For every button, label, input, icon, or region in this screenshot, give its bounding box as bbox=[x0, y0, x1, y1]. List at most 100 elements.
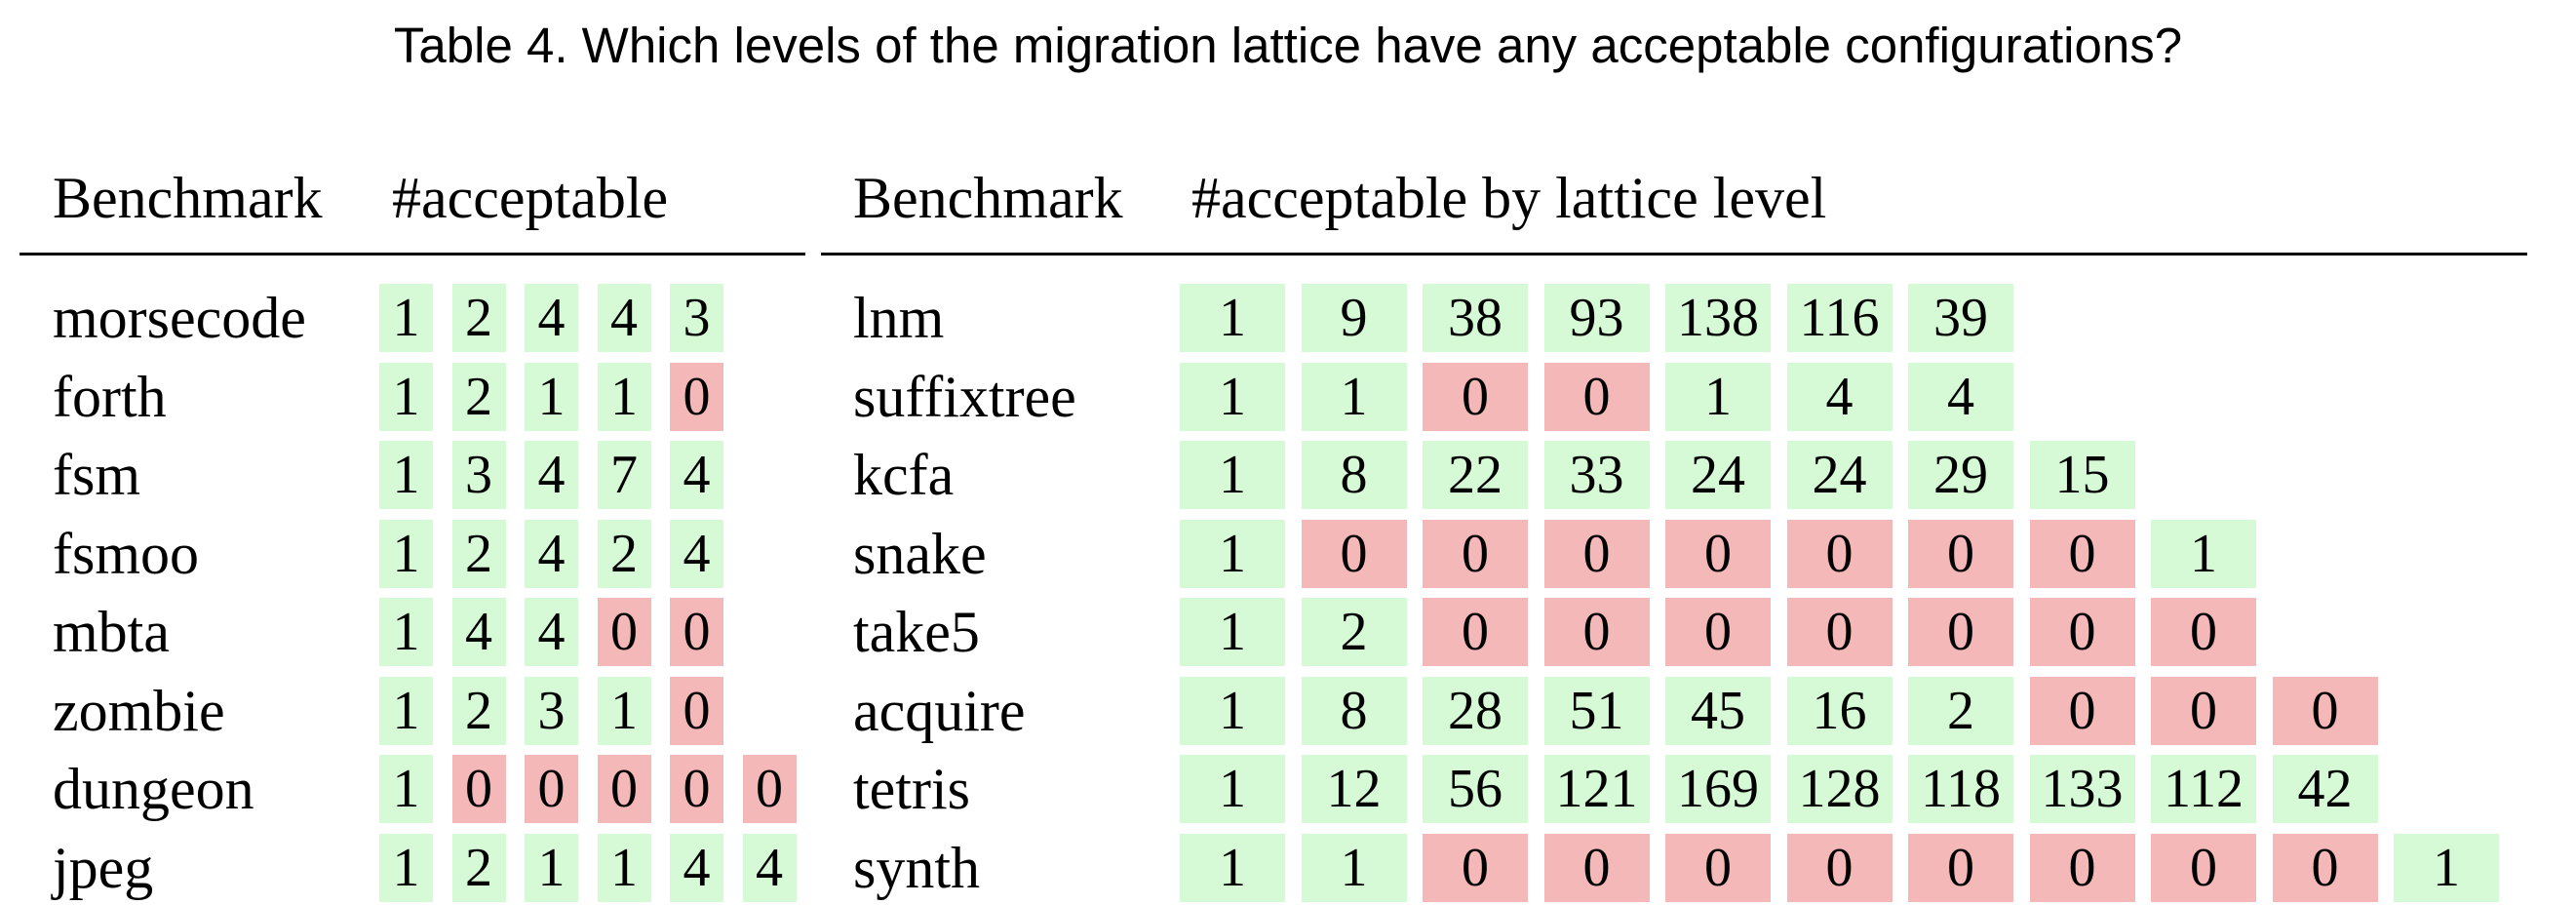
acceptable-count-cell: 16 bbox=[1786, 676, 1893, 745]
table-row: fsm 1 3 4 7 4 bbox=[0, 441, 2576, 509]
benchmark-name: acquire bbox=[853, 678, 1026, 743]
benchmark-name: synth bbox=[853, 835, 981, 900]
acceptable-count-cell: 4 bbox=[742, 833, 797, 902]
benchmark-name: forth bbox=[53, 364, 167, 429]
acceptable-count-cell: 4 bbox=[451, 598, 506, 666]
acceptable-count-cell: 1 bbox=[379, 676, 433, 745]
benchmark-name: tetris bbox=[853, 757, 970, 821]
acceptable-count-cell: 0 bbox=[2272, 833, 2378, 902]
table-row: kcfa 1 8 22 33 24 24 29 15 bbox=[0, 441, 2576, 509]
acceptable-count-cell: 0 bbox=[1423, 519, 1528, 588]
benchmark-name: snake bbox=[853, 521, 987, 586]
acceptable-count-cell: 0 bbox=[1423, 362, 1528, 431]
acceptable-count-cell: 8 bbox=[1301, 676, 1407, 745]
table-row: dungeon 1 0 0 0 0 0 bbox=[0, 755, 2576, 823]
acceptable-count-cell: 4 bbox=[525, 441, 578, 509]
table-row: zombie 1 2 3 1 0 bbox=[0, 676, 2576, 745]
acceptable-count-cell: 4 bbox=[597, 284, 651, 352]
acceptable-count-cell: 1 bbox=[379, 833, 433, 902]
table-row: mbta 1 4 4 0 0 bbox=[0, 598, 2576, 666]
acceptable-count-cell: 24 bbox=[1786, 441, 1893, 509]
acceptable-count-cell: 0 bbox=[1665, 833, 1771, 902]
acceptable-count-cell: 3 bbox=[525, 676, 578, 745]
acceptable-count-cell: 1 bbox=[1180, 833, 1285, 902]
acceptable-count-cell: 0 bbox=[1908, 519, 2013, 588]
acceptable-count-cell: 29 bbox=[1908, 441, 2013, 509]
acceptable-count-cell: 2 bbox=[1301, 598, 1407, 666]
acceptable-count-cell: 93 bbox=[1543, 284, 1650, 352]
acceptable-count-cell: 0 bbox=[2029, 833, 2135, 902]
right-header-acceptable-by-level: #acceptable by lattice level bbox=[1191, 166, 1827, 230]
benchmark-name: kcfa bbox=[853, 443, 955, 507]
table-row: jpeg 1 2 1 1 4 4 bbox=[0, 833, 2576, 902]
acceptable-count-cell: 1 bbox=[379, 598, 433, 666]
acceptable-count-cell: 1 bbox=[597, 676, 651, 745]
benchmark-name: suffixtree bbox=[853, 364, 1076, 429]
acceptable-count-cell: 51 bbox=[1543, 676, 1650, 745]
acceptable-count-cell: 0 bbox=[1543, 598, 1650, 666]
right-header-benchmark: Benchmark bbox=[853, 166, 1123, 230]
acceptable-count-cell: 4 bbox=[525, 519, 578, 588]
acceptable-count-cell: 169 bbox=[1665, 755, 1771, 823]
acceptable-count-cell: 1 bbox=[379, 441, 433, 509]
acceptable-count-cell: 1 bbox=[1180, 598, 1285, 666]
acceptable-count-cell: 118 bbox=[1908, 755, 2013, 823]
acceptable-count-cell: 0 bbox=[597, 755, 651, 823]
acceptable-count-cell: 12 bbox=[1301, 755, 1407, 823]
acceptable-count-cell: 0 bbox=[670, 755, 723, 823]
acceptable-count-cell: 1 bbox=[525, 833, 578, 902]
acceptable-count-cell: 121 bbox=[1543, 755, 1650, 823]
benchmark-name: take5 bbox=[853, 600, 980, 664]
acceptable-count-cell: 0 bbox=[2029, 676, 2135, 745]
acceptable-count-cell: 0 bbox=[670, 362, 723, 431]
benchmark-name: fsm bbox=[53, 443, 140, 507]
acceptable-count-cell: 0 bbox=[1301, 519, 1407, 588]
table-row: morsecode 1 2 4 4 3 bbox=[0, 284, 2576, 352]
acceptable-count-cell: 2 bbox=[1908, 676, 2013, 745]
acceptable-count-cell: 4 bbox=[525, 284, 578, 352]
acceptable-count-cell: 42 bbox=[2272, 755, 2378, 823]
acceptable-count-cell: 1 bbox=[1180, 755, 1285, 823]
acceptable-count-cell: 0 bbox=[1543, 833, 1650, 902]
table-row: acquire 1 8 28 51 45 16 2 0 0 0 bbox=[0, 676, 2576, 745]
acceptable-count-cell: 8 bbox=[1301, 441, 1407, 509]
left-header-acceptable: #acceptable bbox=[392, 166, 669, 230]
acceptable-count-cell: 0 bbox=[1543, 519, 1650, 588]
acceptable-count-cell: 4 bbox=[670, 833, 723, 902]
acceptable-count-cell: 56 bbox=[1423, 755, 1528, 823]
acceptable-count-cell: 0 bbox=[1665, 519, 1771, 588]
acceptable-count-cell: 128 bbox=[1786, 755, 1893, 823]
acceptable-count-cell: 0 bbox=[670, 598, 723, 666]
acceptable-count-cell: 4 bbox=[670, 441, 723, 509]
acceptable-count-cell: 0 bbox=[1665, 598, 1771, 666]
acceptable-count-cell: 3 bbox=[451, 441, 506, 509]
acceptable-count-cell: 38 bbox=[1423, 284, 1528, 352]
acceptable-count-cell: 1 bbox=[1180, 441, 1285, 509]
acceptable-count-cell: 0 bbox=[2029, 598, 2135, 666]
acceptable-count-cell: 1 bbox=[379, 362, 433, 431]
acceptable-count-cell: 22 bbox=[1423, 441, 1528, 509]
acceptable-count-cell: 0 bbox=[1786, 833, 1893, 902]
benchmark-name: morsecode bbox=[53, 286, 306, 350]
benchmark-name: mbta bbox=[53, 600, 170, 664]
acceptable-count-cell: 24 bbox=[1665, 441, 1771, 509]
acceptable-count-cell: 0 bbox=[1423, 598, 1528, 666]
table-row: synth 1 1 0 0 0 0 0 0 0 0 1 bbox=[0, 833, 2576, 902]
acceptable-count-cell: 1 bbox=[1180, 362, 1285, 431]
acceptable-count-cell: 0 bbox=[597, 598, 651, 666]
acceptable-count-cell: 4 bbox=[525, 598, 578, 666]
acceptable-count-cell: 15 bbox=[2029, 441, 2135, 509]
acceptable-count-cell: 2 bbox=[451, 284, 506, 352]
acceptable-count-cell: 0 bbox=[1908, 598, 2013, 666]
right-header-rule bbox=[821, 253, 2527, 256]
acceptable-count-cell: 1 bbox=[379, 519, 433, 588]
acceptable-count-cell: 1 bbox=[1301, 362, 1407, 431]
acceptable-count-cell: 0 bbox=[1786, 519, 1893, 588]
acceptable-count-cell: 112 bbox=[2151, 755, 2256, 823]
benchmark-name: fsmoo bbox=[53, 521, 199, 586]
acceptable-count-cell: 1 bbox=[1180, 676, 1285, 745]
acceptable-count-cell: 45 bbox=[1665, 676, 1771, 745]
acceptable-count-cell: 0 bbox=[2151, 598, 2256, 666]
acceptable-count-cell: 138 bbox=[1665, 284, 1771, 352]
acceptable-count-cell: 2 bbox=[451, 676, 506, 745]
